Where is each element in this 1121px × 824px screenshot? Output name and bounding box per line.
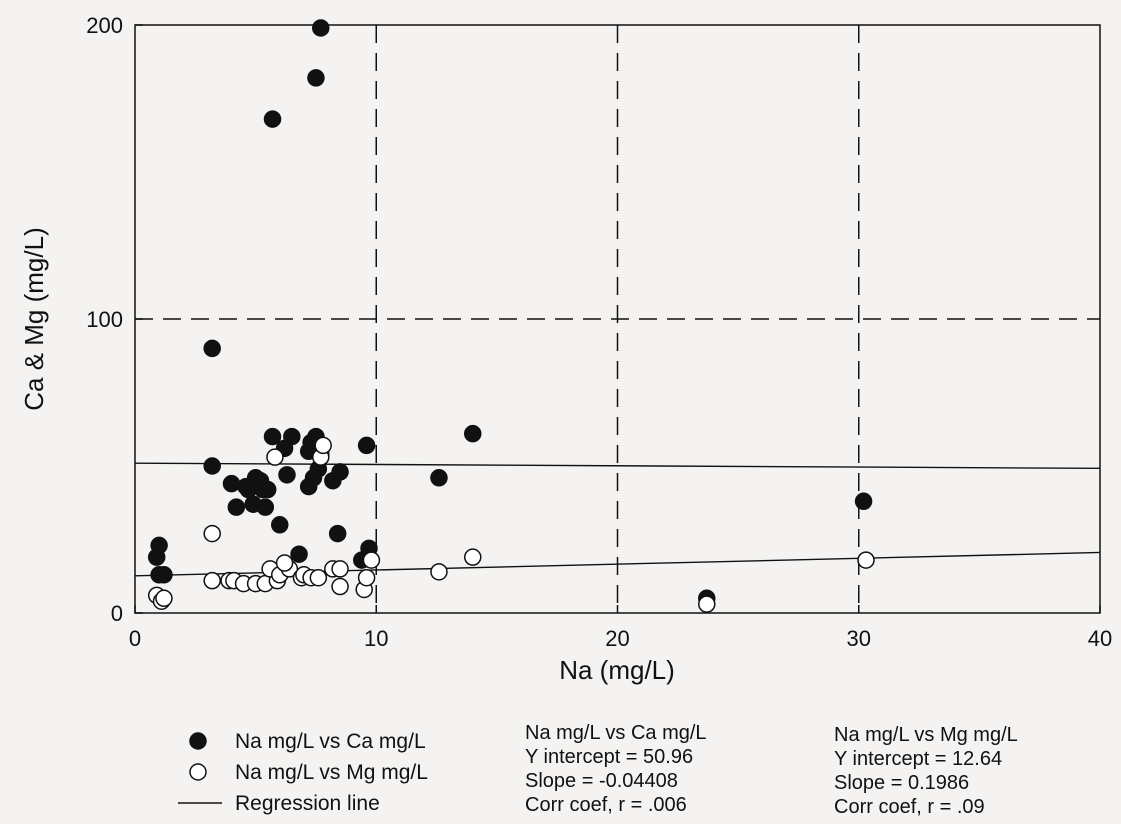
ca-point <box>464 424 482 443</box>
mg-point <box>309 568 328 587</box>
mg-point <box>155 589 173 608</box>
regression-stats-mg: Na mg/L vs Mg mg/L Y intercept = 12.64 S… <box>834 724 1018 818</box>
mg-point <box>430 563 448 581</box>
data-points <box>147 19 875 613</box>
ca-point <box>312 19 330 37</box>
ca-point <box>357 436 376 455</box>
x-tick-label: 40 <box>1088 626 1112 651</box>
mg-point <box>362 551 381 569</box>
mg-point <box>357 568 376 587</box>
stats-mg-title: Na mg/L vs Mg mg/L <box>834 724 1018 746</box>
mg-point <box>203 571 221 590</box>
x-axis-title: Na (mg/L) <box>559 655 675 685</box>
ca-point <box>283 427 301 446</box>
ca-point <box>278 466 296 484</box>
legend-open-circle-icon <box>189 763 207 781</box>
legend-filled-circle-icon <box>189 732 207 750</box>
ca-point <box>258 480 277 499</box>
stats-ca-intercept: Y intercept = 50.96 <box>525 746 693 768</box>
stats-ca-r: Corr coef, r = .006 <box>525 794 687 816</box>
axis-ticks: 0 10 20 30 40 0 100 200 <box>86 13 1112 651</box>
ca-point <box>256 498 275 516</box>
legend: Na mg/L vs Ca mg/L Na mg/L vs Mg mg/L Re… <box>178 730 428 815</box>
ca-point <box>246 469 265 487</box>
ca-point <box>263 427 282 446</box>
mg-point <box>464 548 482 566</box>
ca-point <box>299 477 318 496</box>
y-tick-label: 200 <box>86 13 123 38</box>
mg-point <box>331 560 349 578</box>
mg-point <box>857 551 875 569</box>
legend-label-ca: Na mg/L vs Ca mg/L <box>235 730 426 753</box>
ca-point <box>203 457 221 475</box>
stats-mg-intercept: Y intercept = 12.64 <box>834 748 1002 770</box>
stats-mg-r: Corr coef, r = .09 <box>834 796 985 818</box>
ca-point <box>430 469 448 487</box>
legend-label-mg: Na mg/L vs Mg mg/L <box>235 761 428 784</box>
ca-point <box>307 69 325 87</box>
x-tick-label: 10 <box>364 626 388 651</box>
y-tick-label: 0 <box>111 601 123 626</box>
mg-point <box>275 554 294 572</box>
legend-label-regression: Regression line <box>235 792 380 815</box>
gridlines <box>135 25 1100 613</box>
regression-stats-ca: Na mg/L vs Ca mg/L Y intercept = 50.96 S… <box>525 722 707 816</box>
stats-mg-slope: Slope = 0.1986 <box>834 772 969 794</box>
y-axis-title: Ca & Mg (mg/L) <box>19 227 49 411</box>
ca-point <box>222 474 241 493</box>
mg-point <box>266 448 284 466</box>
ca-point <box>290 545 308 563</box>
ca-point <box>150 566 168 584</box>
ca-point <box>227 498 246 516</box>
ca-point <box>331 463 349 481</box>
mg-point <box>698 595 716 613</box>
ca-point <box>328 524 347 543</box>
x-tick-label: 30 <box>847 626 871 651</box>
y-tick-label: 100 <box>86 307 123 332</box>
mg-point <box>314 436 332 455</box>
x-tick-label: 20 <box>605 626 629 651</box>
x-tick-label: 0 <box>129 626 141 651</box>
stats-ca-slope: Slope = -0.04408 <box>525 770 678 792</box>
ca-point <box>271 516 289 534</box>
ca-point <box>854 492 873 511</box>
mg-point <box>203 524 221 543</box>
mg-point <box>331 577 349 596</box>
ca-point <box>203 339 221 358</box>
ca-point <box>263 110 282 128</box>
stats-ca-title: Na mg/L vs Ca mg/L <box>525 722 707 744</box>
ca-point <box>147 548 166 566</box>
regression-line-ca <box>134 462 1101 470</box>
